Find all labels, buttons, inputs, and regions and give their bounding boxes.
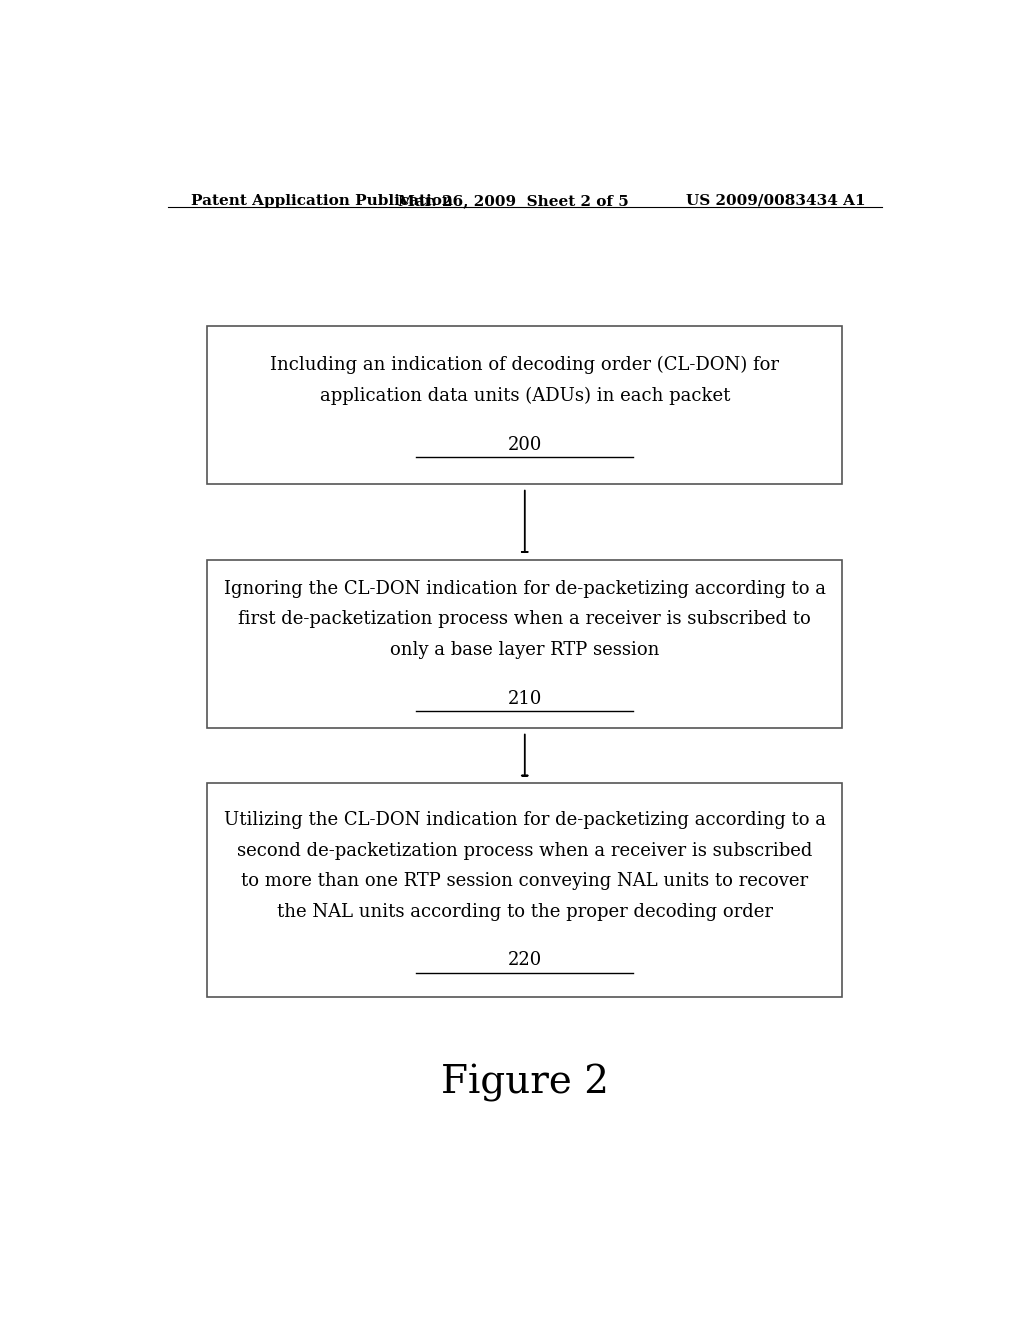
Text: 210: 210 bbox=[508, 689, 542, 708]
Text: the NAL units according to the proper decoding order: the NAL units according to the proper de… bbox=[276, 903, 773, 920]
Text: Including an indication of decoding order (CL-DON) for: Including an indication of decoding orde… bbox=[270, 356, 779, 375]
Text: Ignoring the CL-DON indication for de-packetizing according to a: Ignoring the CL-DON indication for de-pa… bbox=[224, 579, 825, 598]
Text: 200: 200 bbox=[508, 436, 542, 454]
Text: to more than one RTP session conveying NAL units to recover: to more than one RTP session conveying N… bbox=[242, 873, 808, 890]
Text: Figure 2: Figure 2 bbox=[440, 1064, 609, 1102]
Text: application data units (ADUs) in each packet: application data units (ADUs) in each pa… bbox=[319, 387, 730, 405]
Text: first de-packetization process when a receiver is subscribed to: first de-packetization process when a re… bbox=[239, 610, 811, 628]
Text: only a base layer RTP session: only a base layer RTP session bbox=[390, 640, 659, 659]
Text: second de-packetization process when a receiver is subscribed: second de-packetization process when a r… bbox=[238, 842, 812, 859]
Text: Utilizing the CL-DON indication for de-packetizing according to a: Utilizing the CL-DON indication for de-p… bbox=[224, 810, 825, 829]
Bar bbox=[207, 326, 843, 483]
Text: 220: 220 bbox=[508, 952, 542, 969]
Text: Patent Application Publication: Patent Application Publication bbox=[191, 194, 454, 209]
Bar bbox=[207, 560, 843, 727]
Text: Mar. 26, 2009  Sheet 2 of 5: Mar. 26, 2009 Sheet 2 of 5 bbox=[397, 194, 629, 209]
Bar bbox=[207, 784, 843, 997]
Text: US 2009/0083434 A1: US 2009/0083434 A1 bbox=[686, 194, 866, 209]
